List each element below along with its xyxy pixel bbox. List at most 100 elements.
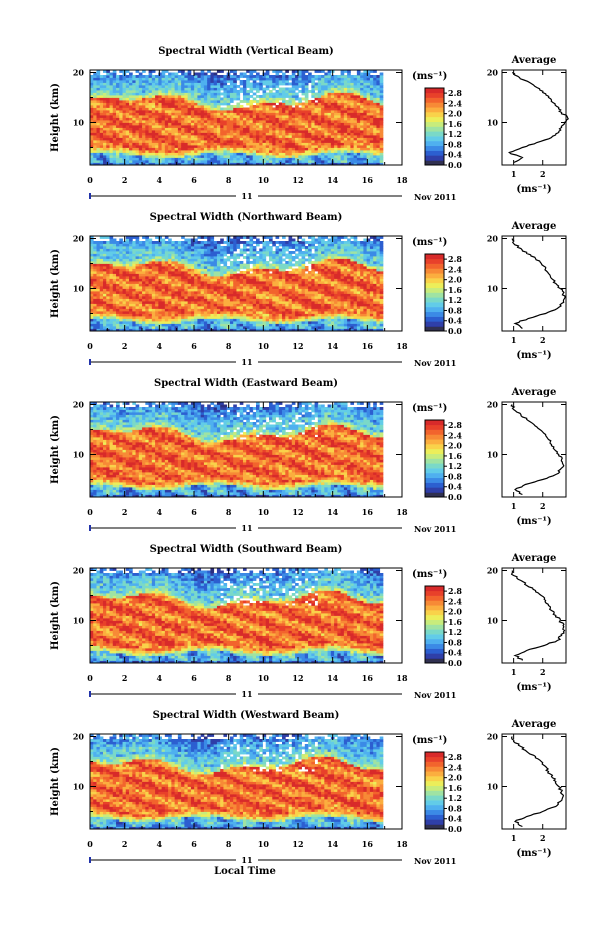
heatmap-cell — [110, 78, 114, 81]
heatmap-cell — [279, 153, 283, 156]
heatmap-cell — [207, 93, 211, 96]
heatmap-cell — [97, 100, 101, 103]
heatmap-cell — [110, 158, 114, 161]
heatmap-cell — [230, 95, 234, 98]
heatmap-cell — [136, 85, 140, 88]
heatmap-cell — [175, 276, 179, 279]
heatmap-cell — [285, 75, 289, 78]
heatmap-cell — [116, 153, 120, 156]
heatmap-cell — [230, 249, 234, 252]
heatmap-cell — [253, 85, 257, 88]
heatmap-cell — [97, 246, 101, 249]
heatmap-cell — [207, 271, 211, 274]
heatmap-cell — [249, 118, 253, 121]
heatmap-cell — [246, 108, 250, 111]
heatmap-cell — [204, 326, 208, 329]
heatmap-cell — [191, 266, 195, 269]
heatmap-cell — [149, 108, 153, 111]
heatmap-cell — [184, 160, 188, 163]
heatmap-cell — [279, 145, 283, 148]
heatmap-cell — [116, 150, 120, 153]
heatmap-cell — [289, 118, 293, 121]
heatmap-cell — [370, 103, 374, 106]
heatmap-cell — [223, 80, 227, 83]
heatmap-cell — [90, 135, 94, 138]
heatmap-cell — [308, 135, 312, 138]
heatmap-cell — [149, 105, 153, 108]
heatmap-cell — [113, 266, 117, 269]
heatmap-cell — [132, 316, 136, 319]
heatmap-cell — [165, 133, 169, 136]
heatmap-cell — [162, 160, 166, 163]
heatmap-cell — [129, 319, 133, 322]
heatmap-cell — [289, 155, 293, 158]
heatmap-cell — [175, 294, 179, 297]
heatmap-cell — [191, 140, 195, 143]
heatmap-cell — [269, 118, 273, 121]
heatmap-cell — [289, 75, 293, 78]
heatmap-cell — [90, 244, 94, 247]
heatmap-cell — [331, 110, 335, 113]
heatmap-cell — [298, 158, 302, 161]
heatmap-cell — [181, 143, 185, 146]
heatmap-cell — [373, 160, 377, 163]
heatmap-cell — [155, 150, 159, 153]
heatmap-cell — [373, 138, 377, 141]
heatmap-cell — [90, 133, 94, 136]
heatmap-cell — [142, 254, 146, 257]
heatmap-cell — [175, 130, 179, 133]
heatmap-cell — [181, 133, 185, 136]
heatmap-cell — [276, 128, 280, 131]
heatmap-cell — [292, 148, 296, 151]
heatmap-cell — [93, 100, 97, 103]
heatmap-cell — [184, 266, 188, 269]
heatmap-cell — [90, 85, 94, 88]
heatmap-cell — [197, 326, 201, 329]
heatmap-cell — [321, 75, 325, 78]
heatmap-cell — [315, 78, 319, 81]
heatmap-cell — [357, 103, 361, 106]
heatmap-cell — [191, 95, 195, 98]
heatmap-cell — [113, 108, 117, 111]
heatmap-cell — [171, 78, 175, 81]
heatmap-cell — [243, 95, 247, 98]
heatmap-cell — [191, 289, 195, 292]
heatmap-cell — [168, 148, 172, 151]
heatmap-cell — [367, 133, 371, 136]
heatmap-cell — [184, 103, 188, 106]
heatmap-cell — [97, 309, 101, 312]
heatmap-cell — [204, 321, 208, 324]
heatmap-cell — [354, 148, 358, 151]
heatmap-cell — [305, 100, 309, 103]
heatmap-cell — [344, 93, 348, 96]
heatmap-cell — [256, 130, 260, 133]
heatmap-cell — [360, 75, 364, 78]
heatmap-cell — [282, 108, 286, 111]
heatmap-cell — [194, 153, 198, 156]
heatmap-cell — [93, 150, 97, 153]
heatmap-cell — [149, 281, 153, 284]
heatmap-cell — [240, 128, 244, 131]
heatmap-cell — [230, 289, 234, 292]
heatmap-cell — [145, 284, 149, 287]
heatmap-cell — [116, 133, 120, 136]
heatmap-cell — [354, 113, 358, 116]
heatmap-cell — [171, 244, 175, 247]
heatmap-cell — [233, 148, 237, 151]
heatmap-cell — [119, 274, 123, 277]
heatmap-cell — [249, 140, 253, 143]
heatmap-cell — [269, 158, 273, 161]
heatmap-cell — [93, 321, 97, 324]
heatmap-cell — [93, 256, 97, 259]
heatmap-cell — [272, 75, 276, 78]
heatmap-cell — [201, 244, 205, 247]
heatmap-cell — [266, 110, 270, 113]
heatmap-cell — [155, 75, 159, 78]
x-tick-label: 2 — [122, 175, 128, 185]
heatmap-cell — [249, 83, 253, 86]
heatmap-cell — [168, 269, 172, 272]
heatmap-cell — [207, 279, 211, 282]
heatmap-cell — [123, 261, 127, 264]
heatmap-cell — [308, 73, 312, 76]
heatmap-cell — [370, 125, 374, 128]
